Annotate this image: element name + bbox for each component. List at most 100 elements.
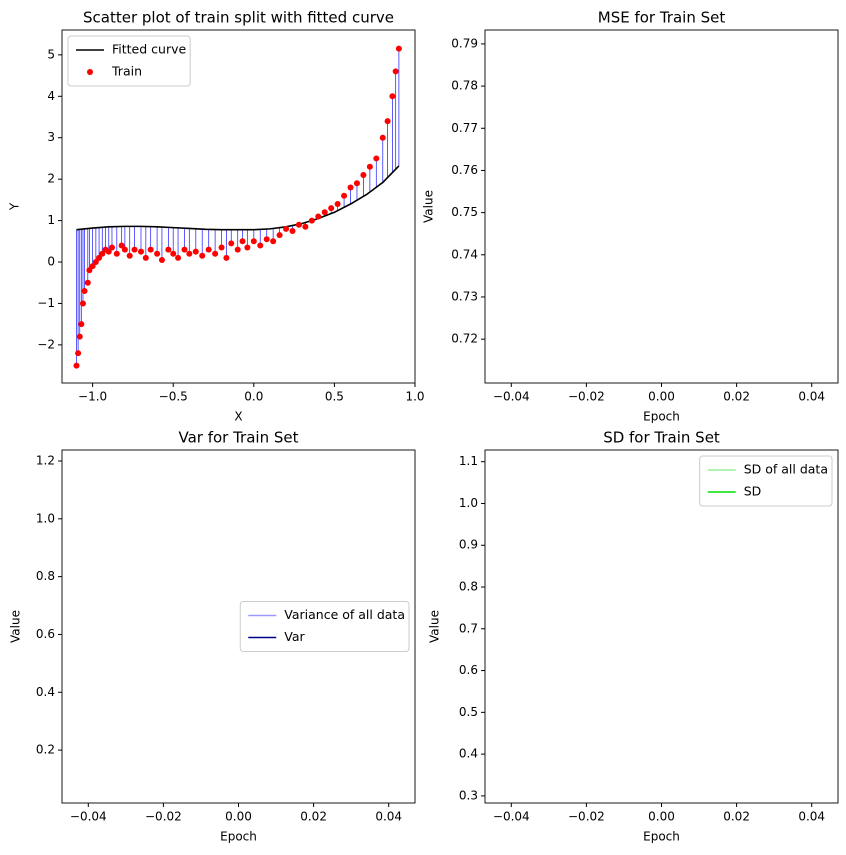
x-tick-label: 0.00 [648, 810, 675, 824]
x-tick-label: −1.0 [78, 390, 107, 404]
x-tick-label: 0.02 [723, 810, 750, 824]
scatter-point [283, 225, 290, 232]
y-tick-label: 0.4 [459, 747, 478, 761]
legend-box [67, 35, 191, 87]
scatter-point [389, 93, 396, 100]
y-tick-label: 0.78 [451, 79, 478, 93]
x-tick-label: 0.04 [798, 810, 825, 824]
y-tick-label: 1.2 [36, 453, 55, 467]
legend-box [699, 455, 833, 507]
y-tick-label: 0.7 [459, 621, 478, 635]
subplot: −0.04 −0.02 0.00 0.02 0.04 0.2 0.4 0.6 0.8 1.0 1.2… [9, 429, 416, 844]
plot-area [485, 30, 838, 383]
y-tick-label: 3 [47, 130, 55, 144]
scatter-point [75, 350, 82, 357]
x-tick-label: 0.0 [244, 390, 263, 404]
scatter-point [89, 263, 96, 270]
y-axis-label: Y [8, 202, 22, 211]
chart-title: SD for Train Set [603, 429, 720, 447]
y-tick-label: 0.9 [459, 538, 478, 552]
y-tick-label: −2 [37, 337, 55, 351]
y-tick-label: 1 [47, 213, 55, 227]
y-tick-label: 1.1 [459, 454, 478, 468]
scatter-point [86, 267, 93, 274]
x-axis-label: Epoch [220, 830, 257, 844]
scatter-point [315, 213, 322, 220]
scatter-point [76, 333, 83, 340]
scatter-point [81, 288, 88, 295]
y-tick-label: 0.73 [451, 289, 478, 303]
y-axis-label: Value [9, 610, 23, 643]
y-tick-label: 4 [47, 89, 55, 103]
scatter-point [234, 246, 241, 253]
scatter-point [384, 118, 391, 125]
scatter-point [137, 248, 144, 255]
scatter-point [92, 259, 99, 266]
x-tick-label: −0.04 [493, 810, 530, 824]
scatter-point [228, 240, 235, 247]
legend-label: Train [111, 64, 142, 79]
x-tick-label: 0.00 [648, 390, 675, 404]
legend-label: Fitted curve [112, 42, 186, 57]
y-tick-label: 0.3 [459, 788, 478, 802]
y-tick-label: 0.75 [451, 205, 478, 219]
scatter-point [192, 248, 199, 255]
scatter-point [244, 244, 251, 251]
legend: Variance of all data Var [239, 601, 410, 652]
scatter-point [308, 217, 315, 224]
scatter-point [170, 250, 177, 257]
scatter-point [334, 201, 341, 208]
chart-title: MSE for Train Set [598, 9, 726, 27]
scatter-point [175, 254, 182, 261]
scatter-point [295, 221, 302, 228]
x-tick-label: −0.04 [493, 390, 530, 404]
y-tick-label: 0.8 [459, 580, 478, 594]
scatter-point [270, 238, 277, 245]
y-axis-label: Value [428, 610, 442, 643]
legend-label: Variance of all data [284, 607, 405, 622]
scatter-point [392, 68, 399, 75]
scatter-point [73, 362, 80, 369]
y-tick-label: 0.6 [36, 627, 55, 641]
y-tick-label: 0.4 [36, 685, 55, 699]
legend-label: Var [284, 629, 305, 644]
legend-box [239, 601, 410, 652]
scatter-point [121, 246, 128, 253]
x-axis-label: X [234, 410, 242, 424]
scatter-point [263, 236, 270, 243]
x-tick-label: −0.02 [145, 810, 182, 824]
scatter-point [321, 209, 328, 216]
y-tick-label: 0.5 [459, 705, 478, 719]
x-tick-label: 0.04 [375, 810, 402, 824]
axes-frame [61, 29, 416, 384]
chart-title: Scatter plot of train split with fitted … [83, 9, 394, 27]
scatter-point [84, 279, 91, 286]
scatter-point [181, 246, 188, 253]
scatter-point [186, 250, 193, 257]
subplot: −0.04 −0.02 0.00 0.02 0.04 0.3 0.4 0.5 0.6 0.7 0.8… [428, 429, 839, 844]
y-tick-label: 0.79 [451, 36, 478, 50]
scatter-point [360, 172, 367, 179]
y-tick-label: 0.76 [451, 163, 478, 177]
y-tick-label: 2 [47, 172, 55, 186]
scatter-point [108, 244, 115, 251]
scatter-point [79, 300, 86, 307]
y-tick-label: 0.74 [451, 247, 478, 261]
scatter-point [126, 252, 133, 259]
scatter-point [379, 134, 386, 141]
scatter-point [131, 246, 138, 253]
y-tick-label: 1.0 [36, 511, 55, 525]
y-tick-label: 0.6 [459, 663, 478, 677]
scatter-point [223, 254, 230, 261]
fitted-line [76, 165, 400, 231]
legend: SD of all data SD [699, 455, 833, 507]
x-tick-label: −0.02 [568, 810, 605, 824]
y-axis-label: Value [422, 190, 436, 223]
scatter-point [276, 232, 283, 239]
scatter-point [373, 155, 380, 162]
legend: Fitted curve Train [67, 35, 191, 87]
scatter-point [205, 246, 212, 253]
scatter-point [113, 250, 120, 257]
scatter-point [250, 238, 257, 245]
scatter-point [347, 184, 354, 191]
